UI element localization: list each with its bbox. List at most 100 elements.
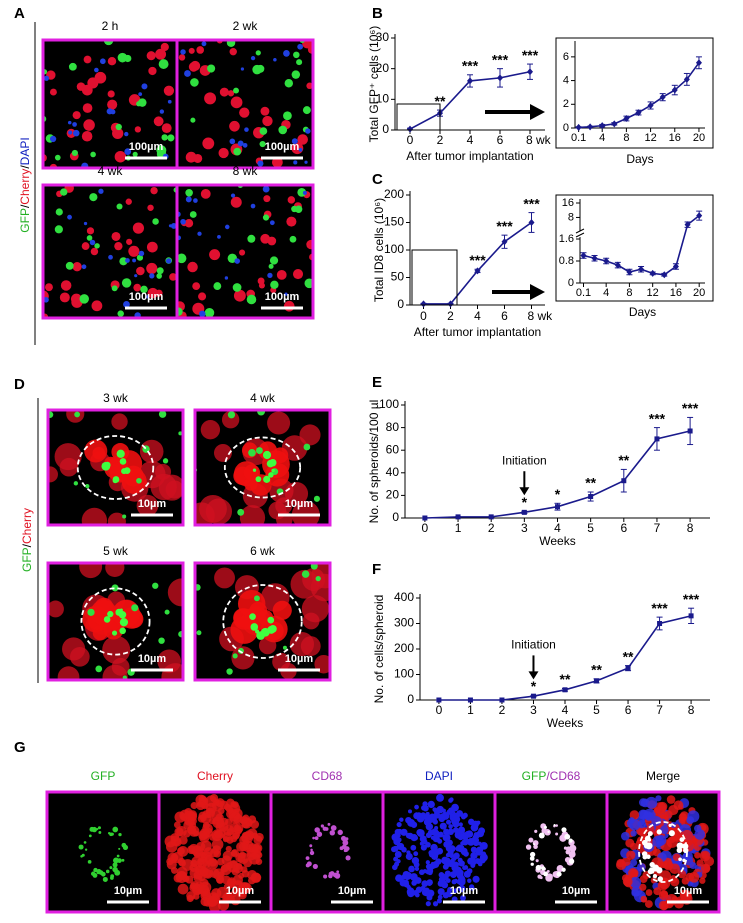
cell	[443, 841, 450, 848]
marker	[638, 265, 645, 273]
cell	[123, 301, 130, 308]
x-tick-label: 0	[407, 133, 414, 147]
cell	[626, 850, 636, 860]
cell	[700, 863, 711, 874]
cell	[646, 824, 655, 834]
spheroid-outline	[76, 435, 155, 500]
cell	[174, 811, 186, 823]
cell	[60, 280, 72, 291]
cell	[43, 75, 50, 81]
cell	[177, 883, 189, 895]
x-tick-label: 2	[447, 309, 454, 323]
cell	[437, 831, 444, 838]
cell	[528, 837, 534, 843]
cell	[310, 848, 313, 852]
cell	[278, 125, 288, 135]
cell	[84, 848, 88, 851]
cell	[413, 861, 420, 868]
cell	[255, 832, 264, 842]
spheroid-outline	[223, 436, 302, 499]
zoom-box	[396, 103, 441, 131]
cell	[217, 235, 221, 239]
cell	[156, 267, 164, 275]
x-axis-label: Days	[629, 305, 656, 319]
micrograph: 100µm	[175, 183, 315, 320]
cell	[119, 627, 126, 635]
cell	[564, 833, 571, 840]
cell	[73, 481, 79, 486]
cell	[658, 890, 669, 901]
cell	[314, 827, 320, 833]
y-tick-label: 2	[563, 98, 569, 110]
image-border	[193, 561, 332, 682]
cell	[160, 42, 169, 52]
cell	[291, 70, 301, 79]
cell	[202, 137, 215, 150]
marker	[599, 122, 606, 130]
x-tick-label: 8	[688, 703, 695, 717]
significance: ***	[462, 58, 479, 74]
cell	[68, 62, 77, 71]
cell	[54, 225, 63, 234]
cell	[110, 832, 114, 836]
cell	[170, 222, 177, 229]
image-content	[305, 822, 351, 879]
cell	[425, 811, 430, 816]
cell	[689, 861, 697, 869]
marker	[575, 123, 582, 131]
cell	[156, 145, 167, 156]
cell	[546, 873, 553, 880]
significance: **	[618, 452, 629, 468]
cell	[209, 793, 219, 803]
cell	[252, 468, 257, 472]
marker	[647, 101, 654, 109]
cell	[445, 819, 452, 825]
image-border	[605, 790, 721, 914]
panel-letter: E	[372, 374, 382, 391]
y-axis-label: No. of cells/spheroid	[372, 595, 386, 704]
cell	[657, 876, 664, 882]
cell	[638, 798, 648, 807]
cell	[266, 459, 275, 468]
marker	[659, 93, 666, 101]
marker	[497, 74, 503, 82]
cell	[226, 668, 233, 675]
cell	[645, 889, 653, 896]
cell	[178, 54, 186, 61]
cell	[240, 67, 245, 71]
cell	[267, 272, 273, 279]
cell	[107, 610, 114, 618]
cell	[621, 831, 630, 841]
cell	[72, 262, 82, 272]
marker	[436, 697, 442, 703]
cell	[190, 802, 198, 810]
cell	[134, 126, 142, 133]
cell	[79, 294, 89, 304]
cell	[170, 866, 178, 874]
zoom-arrowhead	[530, 104, 545, 120]
cell	[407, 809, 413, 814]
cell	[81, 507, 108, 525]
text-part: GFP	[522, 769, 547, 783]
cell	[305, 863, 310, 868]
cell	[305, 128, 311, 134]
cell	[256, 631, 265, 640]
cell	[121, 278, 132, 288]
cell	[188, 47, 195, 54]
cell	[310, 563, 318, 570]
cell	[323, 874, 328, 879]
y-tick-label: 30	[376, 30, 390, 44]
cell	[284, 79, 294, 88]
cell	[434, 826, 439, 831]
cell	[105, 869, 110, 874]
cell	[136, 101, 142, 107]
cell	[132, 222, 145, 234]
cell	[414, 892, 420, 898]
cell	[294, 205, 303, 213]
cell	[647, 834, 651, 837]
cell	[553, 824, 556, 827]
cell	[269, 256, 279, 265]
x-tick-label: 8	[687, 521, 694, 535]
marker	[455, 514, 461, 520]
cell	[622, 876, 633, 887]
